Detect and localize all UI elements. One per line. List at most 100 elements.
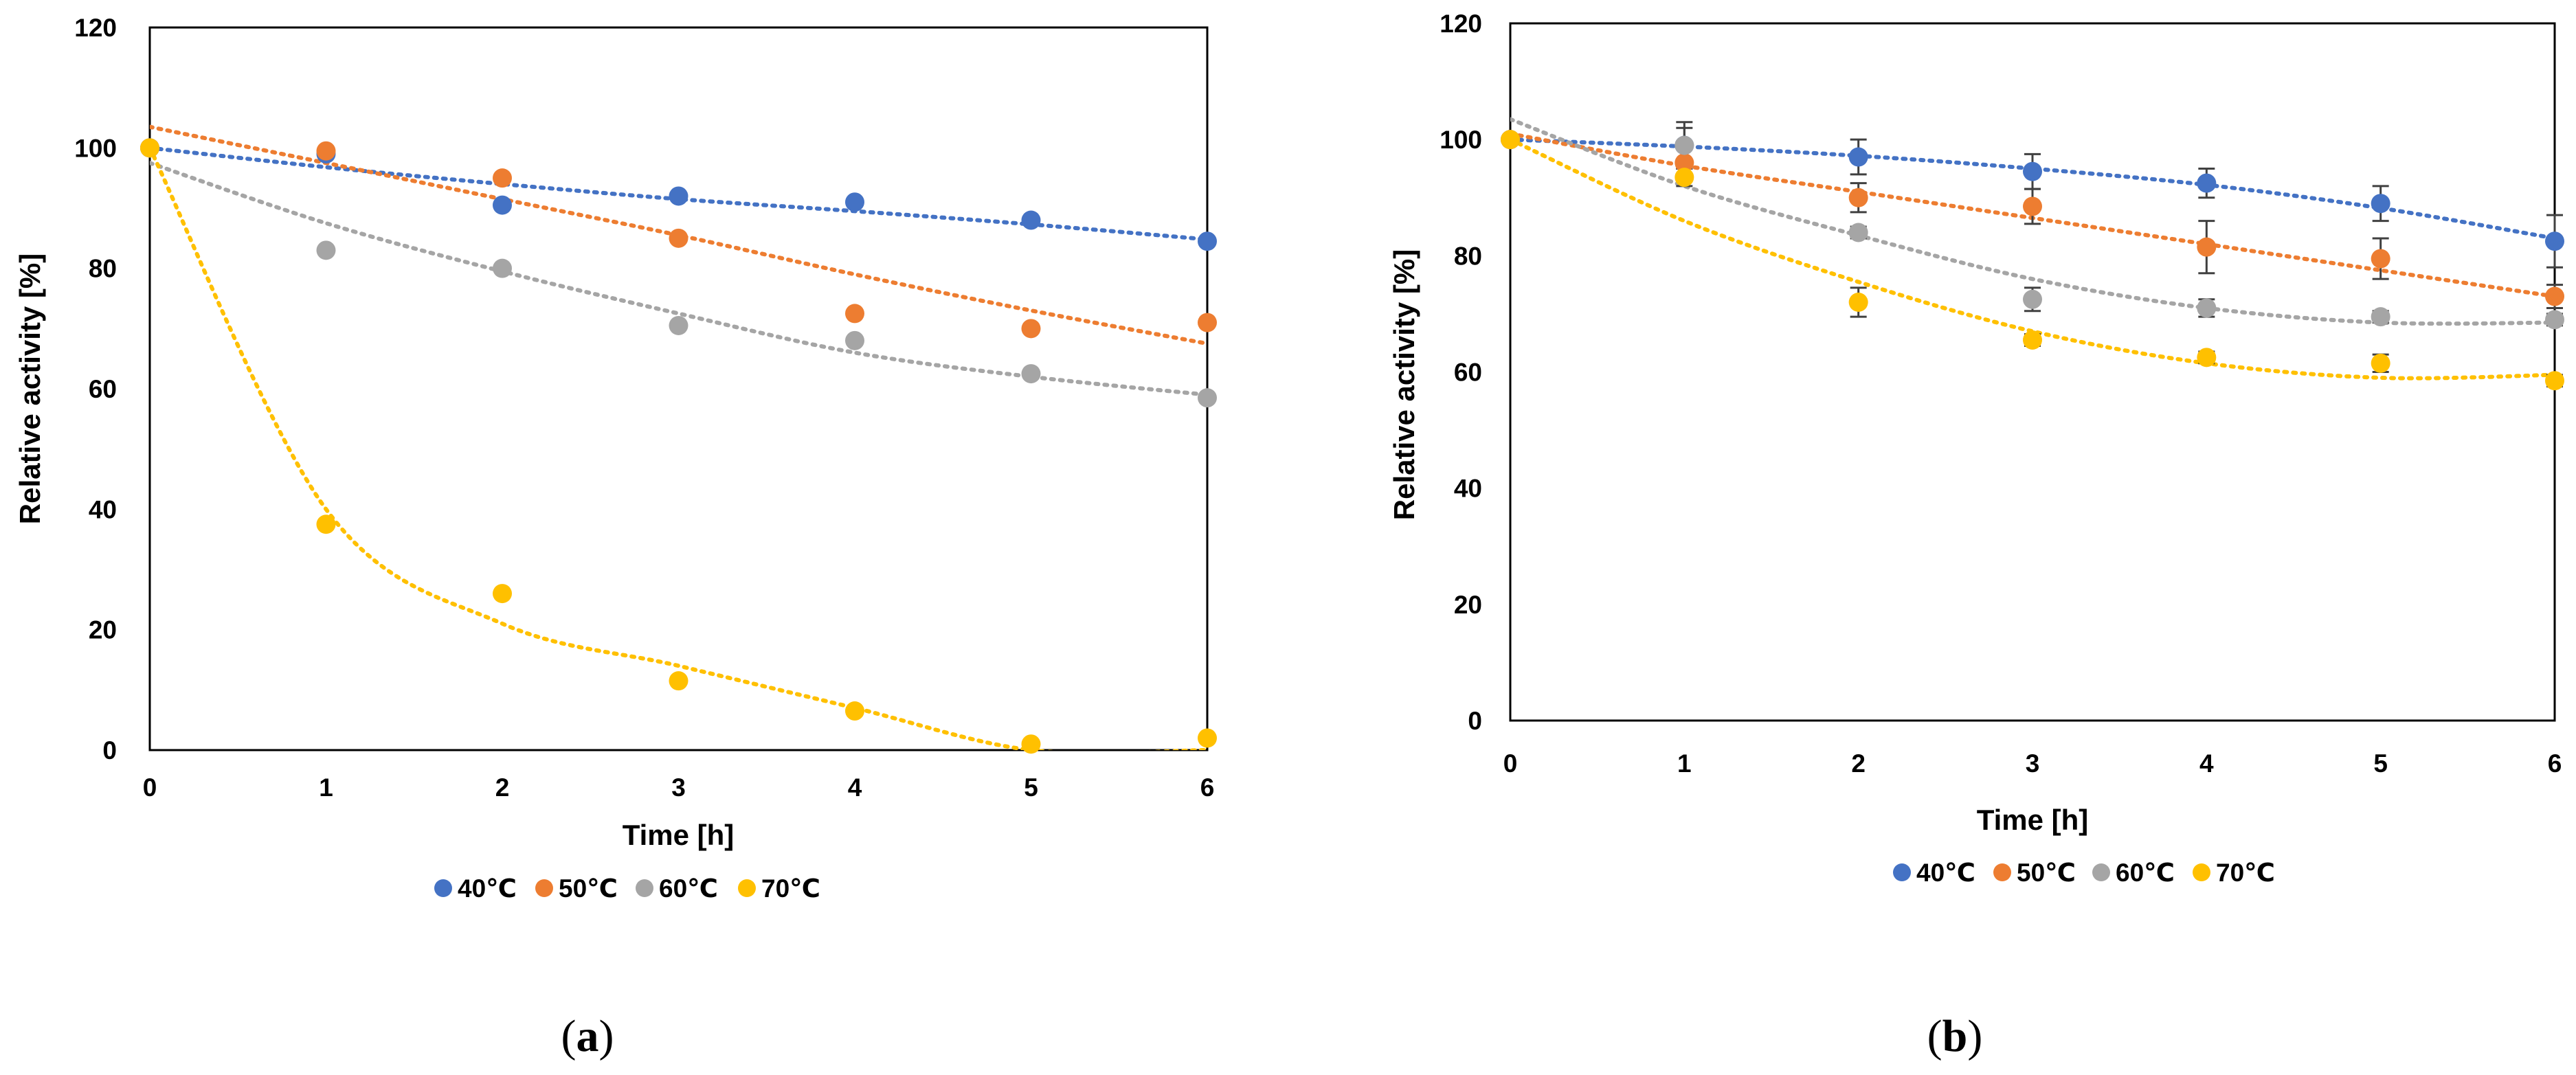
x-axis-label-a: Time [h] xyxy=(623,819,735,851)
panel-caption-a: (a) xyxy=(561,1011,614,1061)
data-point-50c xyxy=(1021,319,1041,339)
y-tick-label: 20 xyxy=(1454,591,1482,619)
data-point-70c xyxy=(2371,353,2390,373)
data-point-70c xyxy=(140,138,159,158)
legend-b: 40℃ 50℃ 60℃ 70℃ xyxy=(1893,859,2275,887)
x-tick-label: 3 xyxy=(2026,749,2040,778)
y-tick-label: 60 xyxy=(89,375,117,403)
data-point-50c xyxy=(2371,249,2390,269)
data-point-50c xyxy=(1675,153,1694,172)
x-tick-label: 5 xyxy=(1024,773,1038,802)
data-point-60c xyxy=(2371,307,2390,327)
caption-b-close: ) xyxy=(1967,1011,1982,1061)
data-point-70c xyxy=(1848,293,1868,312)
x-tick-label: 0 xyxy=(1503,749,1518,778)
panel-caption-b: (b) xyxy=(1927,1011,1983,1061)
data-point-60c xyxy=(669,315,688,335)
y-tick-label: 60 xyxy=(1454,359,1482,387)
data-point-50c xyxy=(669,228,688,248)
x-tick-label: 0 xyxy=(143,773,157,802)
legend-marker xyxy=(1993,863,2011,881)
caption-a-close: ) xyxy=(599,1011,614,1061)
data-point-50c xyxy=(1198,313,1217,332)
x-tick-label: 2 xyxy=(495,773,510,802)
legend-marker xyxy=(535,879,553,897)
data-point-40c xyxy=(2023,161,2042,181)
y-tick-label: 40 xyxy=(1454,475,1482,503)
data-point-70c xyxy=(669,671,688,691)
caption-a-open: ( xyxy=(561,1011,576,1061)
data-point-60c xyxy=(845,330,864,350)
x-tick-label: 4 xyxy=(848,773,862,802)
data-point-70c xyxy=(845,701,864,721)
data-point-50c xyxy=(493,168,512,188)
data-point-60c xyxy=(2545,310,2564,330)
data-point-60c xyxy=(2197,298,2217,318)
legend-label: 60℃ xyxy=(2116,859,2175,887)
y-tick-label: 40 xyxy=(89,495,117,523)
caption-b-open: ( xyxy=(1927,1011,1942,1061)
legend-label: 70℃ xyxy=(761,874,820,903)
y-tick-label: 80 xyxy=(89,255,117,283)
legend-label: 40℃ xyxy=(458,874,517,903)
data-point-50c xyxy=(2545,286,2564,306)
y-tick-label: 0 xyxy=(102,736,117,765)
data-point-50c xyxy=(2023,196,2042,216)
y-tick-label: 100 xyxy=(74,134,117,162)
chart-panel-a: Relative activity [%] Time [h] 020406080… xyxy=(14,14,1217,1061)
data-point-60c xyxy=(493,258,512,278)
data-point-70c xyxy=(1021,734,1041,754)
data-point-60c xyxy=(1848,223,1868,242)
x-tick-label: 6 xyxy=(1200,773,1215,802)
x-ticks-b: 0 1 2 3 4 5 6 xyxy=(1503,749,2562,778)
legend-label: 70℃ xyxy=(2216,859,2275,887)
data-point-50c xyxy=(1848,188,1868,207)
x-tick-label: 3 xyxy=(671,773,686,802)
data-point-40c xyxy=(493,195,512,215)
chart-panel-b: Relative activity [%] Time [h] 020406080… xyxy=(1388,10,2564,1061)
data-point-60c xyxy=(2023,289,2042,309)
data-point-70c xyxy=(1501,130,1520,150)
data-point-40c xyxy=(2371,194,2390,214)
data-point-40c xyxy=(1021,210,1041,230)
x-ticks-a: 0 1 2 3 4 5 6 xyxy=(143,773,1215,802)
legend-a: 40℃ 50℃ 60℃ 70℃ xyxy=(434,874,820,903)
trendline-60c xyxy=(150,161,1207,397)
y-axis-label-b: Relative activity [%] xyxy=(1388,249,1420,521)
y-ticks-a: 0 20 40 60 80 100 120 xyxy=(74,14,117,765)
y-ticks-b: 0 20 40 60 80 100 120 xyxy=(1440,10,1482,735)
data-point-50c xyxy=(316,141,336,161)
y-tick-label: 80 xyxy=(1454,242,1482,270)
x-tick-label: 1 xyxy=(1677,749,1692,778)
y-tick-label: 120 xyxy=(1440,10,1482,38)
x-tick-label: 1 xyxy=(319,773,333,802)
legend-marker xyxy=(2193,863,2210,881)
data-point-40c xyxy=(1848,147,1868,167)
y-tick-label: 120 xyxy=(74,14,117,42)
x-tick-label: 2 xyxy=(1851,749,1866,778)
data-point-70c xyxy=(2197,348,2217,367)
caption-b-letter: b xyxy=(1942,1011,1968,1061)
data-point-40c xyxy=(2197,173,2217,193)
legend-marker xyxy=(636,879,653,897)
y-axis-label-a: Relative activity [%] xyxy=(14,253,46,525)
data-point-70c xyxy=(2545,371,2564,391)
data-point-70c xyxy=(1675,168,1694,188)
data-point-50c xyxy=(2197,237,2217,257)
x-axis-label-b: Time [h] xyxy=(1977,804,2089,836)
data-point-50c xyxy=(845,304,864,324)
legend-marker xyxy=(434,879,452,897)
y-tick-label: 100 xyxy=(1440,126,1482,154)
legend-marker xyxy=(2092,863,2110,881)
data-point-60c xyxy=(316,240,336,260)
data-point-60c xyxy=(1021,364,1041,384)
legend-marker xyxy=(738,879,756,897)
legend-label: 60℃ xyxy=(659,874,718,903)
legend-label: 50℃ xyxy=(2017,859,2076,887)
legend-marker xyxy=(1893,863,1911,881)
markers-b xyxy=(1501,130,2564,391)
legend-label: 40℃ xyxy=(1916,859,1975,887)
data-point-40c xyxy=(845,192,864,212)
y-tick-label: 0 xyxy=(1468,707,1482,735)
